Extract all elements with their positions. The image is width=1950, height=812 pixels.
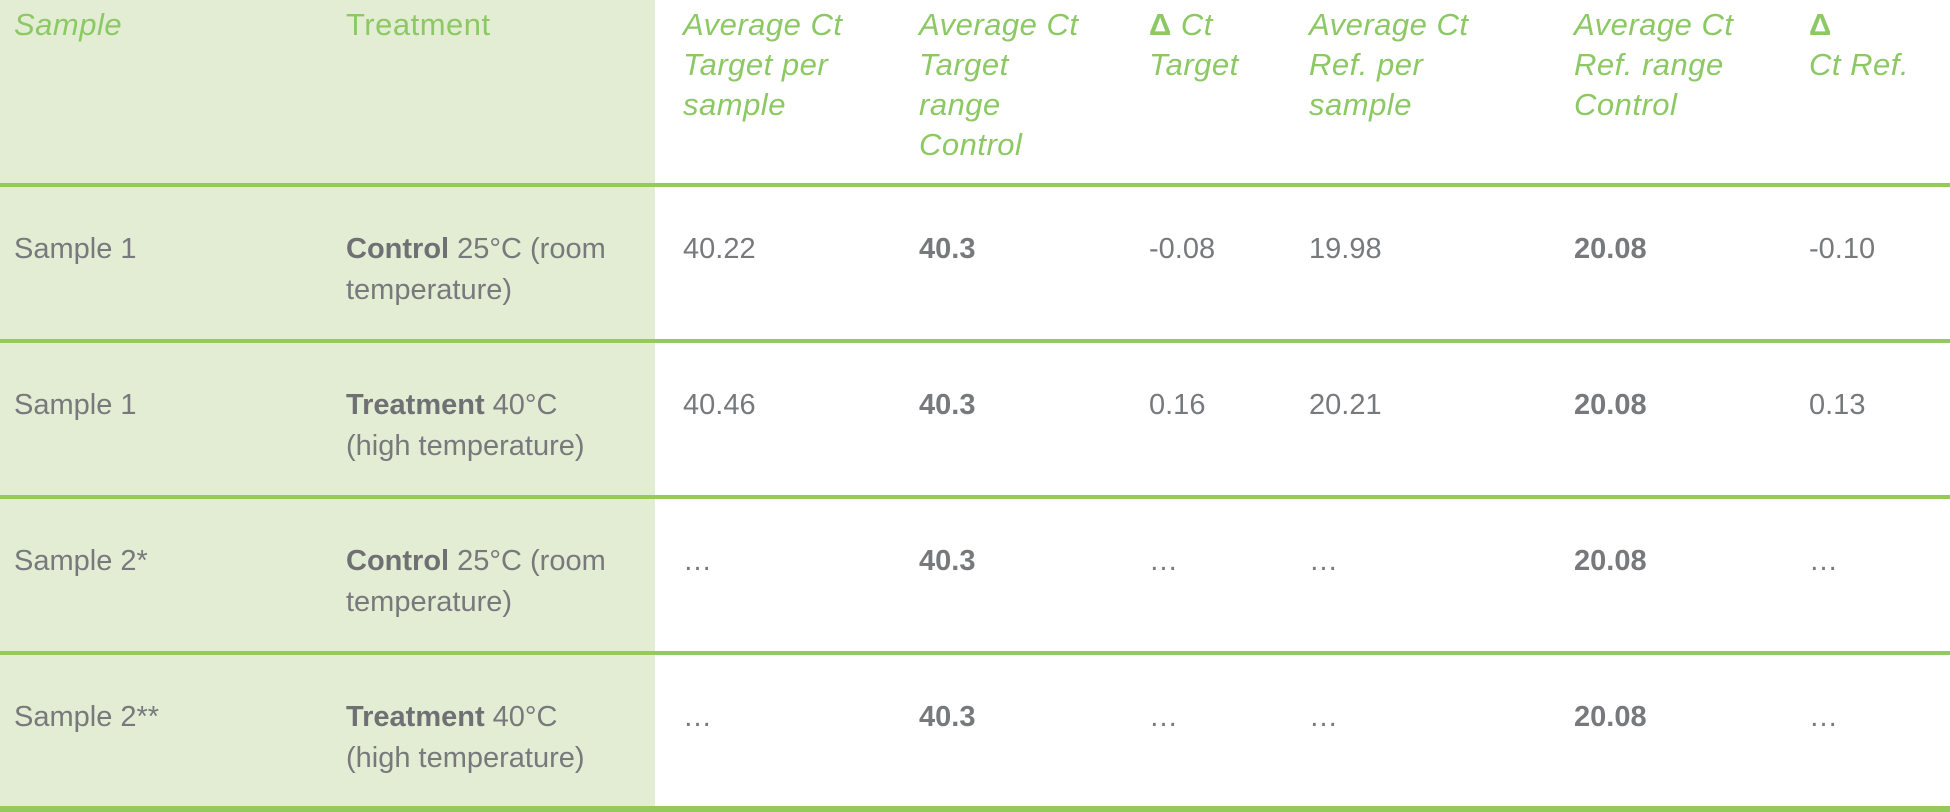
cell-ct-target-range-control: 40.3 [905, 341, 1135, 499]
cell-sample: Sample 2** [0, 653, 334, 812]
treatment-detail: 25°C (room temperature) [346, 545, 606, 618]
table-row: Sample 1 Control 25°C (room temperature)… [0, 185, 1950, 343]
cell-delta-ct-target: … [1135, 497, 1295, 655]
cell-sample: Sample 2* [0, 497, 334, 655]
header-row: Sample Treatment Average Ct Target per s… [0, 0, 1950, 187]
cell-delta-ct-ref: … [1785, 497, 1950, 655]
treatment-condition: Control [346, 545, 450, 577]
cell-ct-target-range-control: 40.3 [905, 185, 1135, 343]
treatment-condition: Control [346, 233, 450, 265]
cell-avg-ct-target: … [655, 497, 905, 655]
column-header-sample: Sample [0, 0, 334, 187]
column-header-delta-ct-ref: Δ Ct Ref. [1785, 0, 1950, 187]
cell-ct-target-range-control: 40.3 [905, 497, 1135, 655]
delta-symbol: Δ [1149, 7, 1172, 42]
column-header-avg-ct-ref-range-control: Average Ct Ref. range Control [1550, 0, 1785, 187]
column-header-label: Ct Ref. [1809, 47, 1909, 82]
cell-delta-ct-target: … [1135, 653, 1295, 812]
treatment-detail: 40°C (high temperature) [346, 701, 585, 774]
delta-symbol: Δ [1809, 7, 1832, 42]
column-header-avg-ct-target-per-sample: Average Ct Target per sample [655, 0, 905, 187]
cell-sample: Sample 1 [0, 185, 334, 343]
treatment-detail: 40°C (high temperature) [346, 389, 585, 462]
column-header-avg-ct-ref-per-sample: Average Ct Ref. per sample [1295, 0, 1550, 187]
column-header-label: Average Ct Ref. per sample [1309, 7, 1469, 122]
column-header-label: Average Ct Target per sample [683, 7, 843, 122]
cell-delta-ct-ref: -0.10 [1785, 185, 1950, 343]
cell-ct-ref-range-control: 20.08 [1550, 341, 1785, 499]
cell-ct-target-range-control: 40.3 [905, 653, 1135, 812]
cell-avg-ct-ref: … [1295, 497, 1550, 655]
column-header-label: Average Ct Ref. range Control [1574, 7, 1734, 122]
cell-delta-ct-ref: … [1785, 653, 1950, 812]
treatment-condition: Treatment [346, 701, 485, 733]
table-row: Sample 2** Treatment 40°C (high temperat… [0, 653, 1950, 812]
column-header-label: Ct Target [1149, 7, 1239, 82]
cell-avg-ct-ref: … [1295, 653, 1550, 812]
cell-avg-ct-ref: 20.21 [1295, 341, 1550, 499]
column-header-label: Sample [14, 7, 123, 42]
cell-delta-ct-target: -0.08 [1135, 185, 1295, 343]
cell-delta-ct-ref: 0.13 [1785, 341, 1950, 499]
cell-avg-ct-ref: 19.98 [1295, 185, 1550, 343]
cell-avg-ct-target: 40.22 [655, 185, 905, 343]
column-header-delta-ct-target: Δ Ct Target [1135, 0, 1295, 187]
treatment-detail: 25°C (room temperature) [346, 233, 606, 306]
cell-treatment: Control 25°C (room temperature) [334, 185, 655, 343]
cell-avg-ct-target: … [655, 653, 905, 812]
cell-delta-ct-target: 0.16 [1135, 341, 1295, 499]
cell-treatment: Treatment 40°C (high temperature) [334, 653, 655, 812]
cell-ct-ref-range-control: 20.08 [1550, 653, 1785, 812]
cell-ct-ref-range-control: 20.08 [1550, 185, 1785, 343]
column-header-label: Treatment [346, 7, 491, 42]
cell-avg-ct-target: 40.46 [655, 341, 905, 499]
column-header-label: Average Ct Target range Control [919, 7, 1079, 162]
cell-treatment: Treatment 40°C (high temperature) [334, 341, 655, 499]
table-row: Sample 1 Treatment 40°C (high temperatur… [0, 341, 1950, 499]
table-row: Sample 2* Control 25°C (room temperature… [0, 497, 1950, 655]
cell-treatment: Control 25°C (room temperature) [334, 497, 655, 655]
column-header-avg-ct-target-range-control: Average Ct Target range Control [905, 0, 1135, 187]
cell-ct-ref-range-control: 20.08 [1550, 497, 1785, 655]
column-header-treatment: Treatment [334, 0, 655, 187]
treatment-condition: Treatment [346, 389, 485, 421]
cell-sample: Sample 1 [0, 341, 334, 499]
